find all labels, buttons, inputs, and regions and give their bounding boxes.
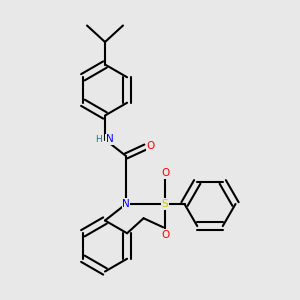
- Text: S: S: [162, 199, 168, 209]
- Text: O: O: [161, 230, 169, 240]
- Text: O: O: [147, 140, 155, 151]
- Text: O: O: [161, 168, 169, 178]
- Text: N: N: [106, 134, 113, 145]
- Text: N: N: [122, 199, 130, 209]
- Text: H: H: [95, 135, 102, 144]
